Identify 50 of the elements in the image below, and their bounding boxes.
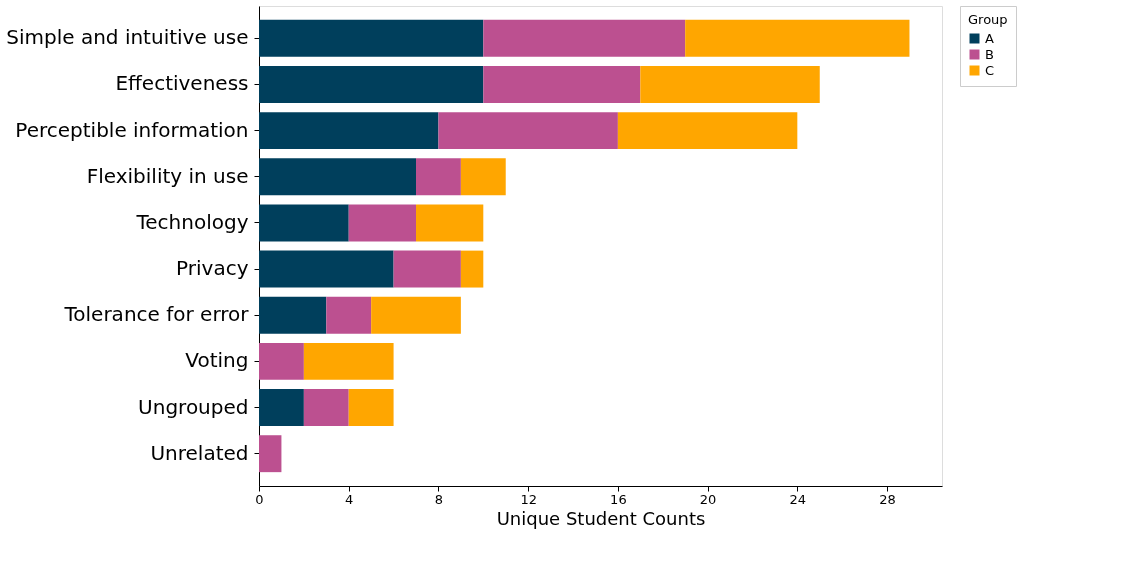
x-tick-label: 0: [255, 491, 264, 507]
x-axis-title: Unique Student Counts: [496, 507, 706, 529]
x-tick-label: 12: [520, 491, 537, 507]
bar: [685, 19, 910, 57]
y-tick-label: Voting: [185, 348, 249, 373]
bar: [438, 112, 618, 150]
y-tick-label: Privacy: [176, 256, 249, 281]
x-tick-label: 20: [699, 491, 717, 507]
bar: [617, 112, 798, 150]
bar: [393, 250, 461, 288]
bar: [326, 296, 372, 334]
bar: [259, 112, 439, 150]
bar: [259, 435, 282, 473]
bar: [259, 204, 349, 242]
bar: [371, 296, 461, 334]
bar: [416, 204, 484, 242]
legend-label: C: [985, 62, 995, 78]
y-tick-label: Perceptible information: [15, 117, 249, 142]
bar: [259, 158, 417, 196]
legend-label: A: [985, 30, 994, 46]
bar: [348, 204, 417, 242]
y-tick-label: Ungrouped: [138, 394, 249, 419]
x-tick-label: 8: [434, 491, 444, 507]
y-tick-label: Technology: [135, 209, 249, 234]
bar: [640, 66, 820, 103]
bar: [303, 342, 394, 380]
bar: [460, 158, 506, 196]
x-tick-label: 28: [879, 491, 896, 507]
x-tick-label: 24: [789, 491, 807, 507]
bar: [303, 389, 349, 426]
bar: [483, 19, 686, 57]
y-tick-label: Simple and intuitive use: [6, 25, 249, 50]
bar: [259, 250, 394, 288]
legend-label: B: [985, 46, 994, 62]
x-tick-label: 16: [610, 491, 627, 507]
bar: [259, 296, 327, 334]
y-tick-label: Effectiveness: [115, 71, 249, 96]
bar: [259, 66, 484, 103]
y-tick-label: Unrelated: [150, 440, 249, 465]
bar: [483, 66, 641, 103]
bar: [259, 19, 484, 57]
bar: [348, 389, 394, 426]
x-tick-label: 4: [345, 491, 354, 507]
y-tick-label: Tolerance for error: [63, 302, 250, 327]
y-tick-label: Flexibility in use: [86, 163, 249, 188]
bar: [416, 158, 461, 196]
bar: [259, 342, 304, 380]
legend-title: Group: [968, 12, 1008, 27]
bar: [460, 250, 484, 288]
bar: [259, 389, 304, 426]
